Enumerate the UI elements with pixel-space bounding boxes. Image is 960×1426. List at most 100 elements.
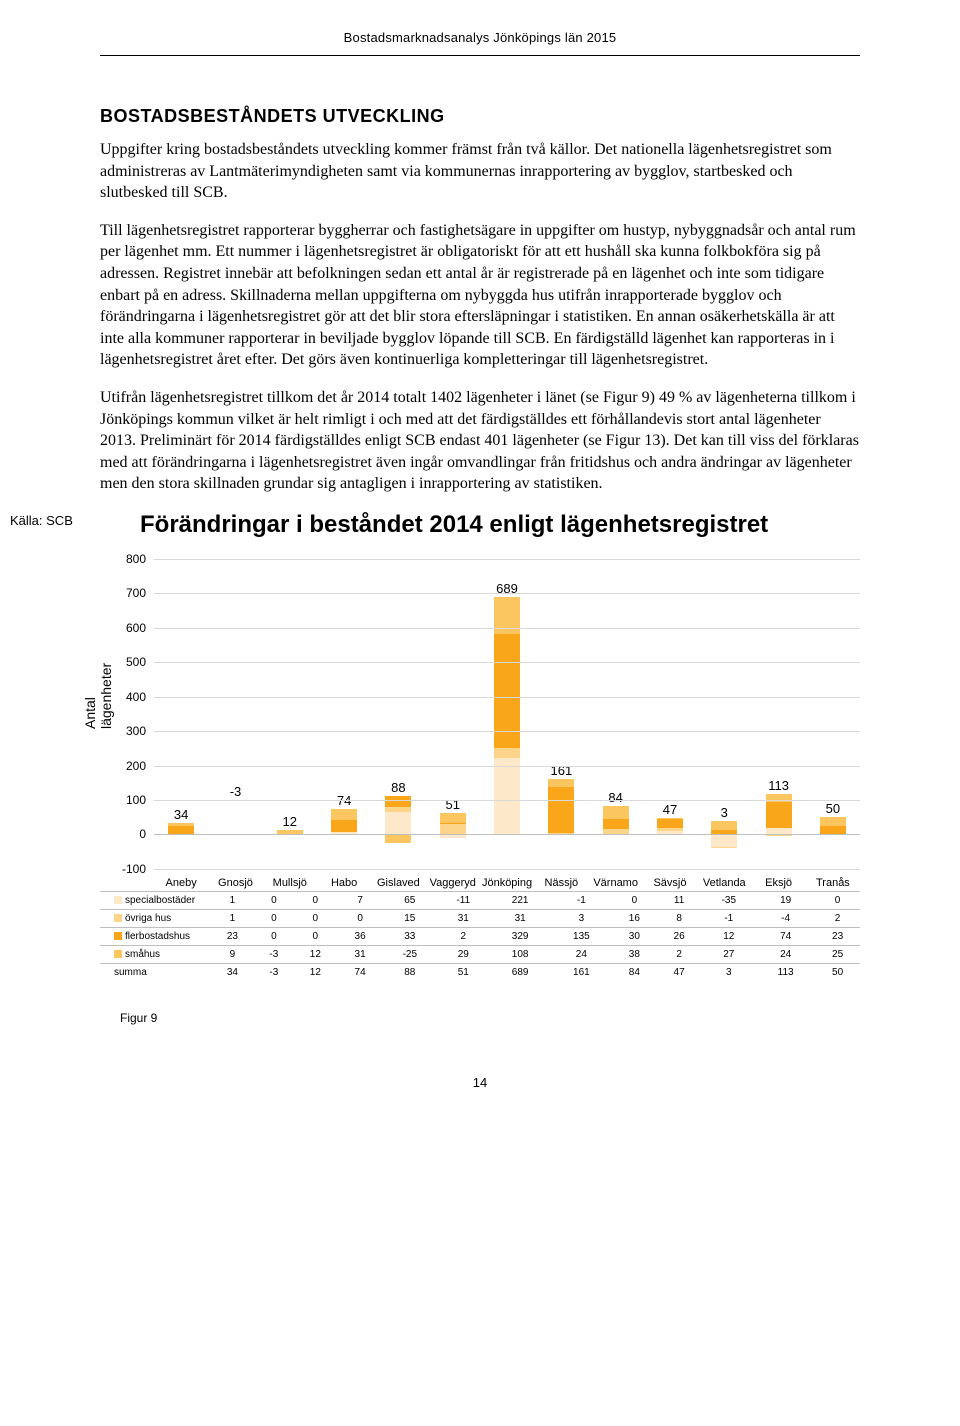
bar-column: 74 (317, 559, 371, 868)
table-cell: 1 (210, 891, 255, 909)
gridline (154, 593, 860, 594)
bar-segment (440, 823, 466, 824)
row-header: övriga hus (100, 909, 210, 927)
bar-segment (766, 802, 792, 827)
y-tick: 300 (126, 724, 146, 738)
table-cell: 15 (382, 909, 437, 927)
y-tick: 800 (126, 552, 146, 566)
chart-container: Källa: SCB Förändringar i beståndet 2014… (100, 511, 860, 981)
legend-swatch (114, 950, 122, 958)
figure-label: Figur 9 (120, 1011, 860, 1025)
table-cell: 2 (815, 909, 860, 927)
bar-segment (548, 779, 574, 787)
table-row: småhus9-31231-252910824382272425 (100, 945, 860, 963)
table-row: flerbostadshus2300363323291353026127423 (100, 927, 860, 945)
gridline (154, 834, 860, 835)
bar-total-label: 3 (721, 805, 728, 820)
bar-column: 47 (643, 559, 697, 868)
table-cell: -3 (255, 963, 293, 981)
bar-column: 88 (371, 559, 425, 868)
section-title: BOSTADSBESTÅNDETS UTVECKLING (100, 106, 860, 127)
x-label: Mullsjö (263, 869, 317, 889)
table-cell: -4 (756, 909, 815, 927)
x-label: Gislaved (371, 869, 425, 889)
bar-segment (657, 819, 683, 828)
table-cell: 0 (293, 891, 338, 909)
table-cell: 9 (210, 945, 255, 963)
table-cell: 24 (756, 945, 815, 963)
gridline (154, 869, 860, 870)
table-row: specialbostäder100765-11221-1011-35190 (100, 891, 860, 909)
bar-segment (548, 787, 574, 834)
table-cell: 12 (293, 963, 338, 981)
table-cell: 1 (210, 909, 255, 927)
bar-segment (168, 826, 194, 834)
bar-segment (603, 806, 629, 819)
bar-segment (657, 818, 683, 819)
table-cell: 0 (612, 891, 657, 909)
table-cell: 50 (815, 963, 860, 981)
bar-chart: Antal lägenheter -1000100200300400500600… (100, 559, 860, 869)
bar-total-label: 47 (663, 802, 677, 817)
gridline (154, 628, 860, 629)
table-cell: 33 (382, 927, 437, 945)
x-label: Jönköping (480, 869, 534, 889)
x-label: Sävsjö (643, 869, 697, 889)
bar-segment (820, 817, 846, 826)
gridline (154, 559, 860, 560)
table-cell: 135 (551, 927, 612, 945)
x-label: Habo (317, 869, 371, 889)
table-cell: 161 (551, 963, 612, 981)
table-cell: 0 (293, 909, 338, 927)
table-cell: -35 (702, 891, 757, 909)
bar-total-label: 50 (826, 801, 840, 816)
bar-total-label: 88 (391, 780, 405, 795)
bar-segment (494, 758, 520, 834)
row-header: specialbostäder (100, 891, 210, 909)
data-table: specialbostäder100765-11221-1011-35190öv… (100, 891, 860, 981)
body-paragraph-1: Uppgifter kring bostadsbeståndets utveck… (100, 139, 860, 204)
table-cell: 19 (756, 891, 815, 909)
x-label: Vaggeryd (426, 869, 480, 889)
source-label: Källa: SCB (10, 513, 73, 528)
y-tick: 700 (126, 586, 146, 600)
legend-swatch (114, 896, 122, 904)
y-tick: 200 (126, 759, 146, 773)
y-axis-label: Antal lägenheter (82, 657, 114, 729)
page-number: 14 (100, 1075, 860, 1090)
bar-column: 50 (806, 559, 860, 868)
table-cell: 31 (338, 945, 383, 963)
table-cell: 16 (612, 909, 657, 927)
bar-segment (711, 821, 737, 830)
table-cell: -11 (437, 891, 489, 909)
table-cell: 23 (210, 927, 255, 945)
table-cell: 29 (437, 945, 489, 963)
table-cell: 221 (490, 891, 551, 909)
bar-segment (385, 834, 411, 843)
bar-segment (820, 826, 846, 834)
x-label: Värnamo (589, 869, 643, 889)
y-tick: 500 (126, 655, 146, 669)
x-label: Vetlanda (697, 869, 751, 889)
gridline (154, 800, 860, 801)
table-cell: 108 (490, 945, 551, 963)
bars-group: 34-3127488516891618447311350 (154, 559, 860, 868)
bar-column: 34 (154, 559, 208, 868)
y-tick: -100 (122, 862, 146, 876)
table-cell: 51 (437, 963, 489, 981)
bar-column: 84 (589, 559, 643, 868)
x-label: Nässjö (534, 869, 588, 889)
y-tick: 100 (126, 793, 146, 807)
bar-segment (711, 834, 737, 846)
table-cell: 689 (490, 963, 551, 981)
table-cell: 23 (815, 927, 860, 945)
bar-column: 689 (480, 559, 534, 868)
bar-segment (766, 828, 792, 835)
body-paragraph-2: Till lägenhetsregistret rapporterar bygg… (100, 220, 860, 371)
x-label: Aneby (154, 869, 208, 889)
table-cell: 74 (338, 963, 383, 981)
chart-title: Förändringar i beståndet 2014 enligt läg… (140, 511, 860, 539)
legend-swatch (114, 914, 122, 922)
table-cell: 38 (612, 945, 657, 963)
table-cell: 3 (551, 909, 612, 927)
